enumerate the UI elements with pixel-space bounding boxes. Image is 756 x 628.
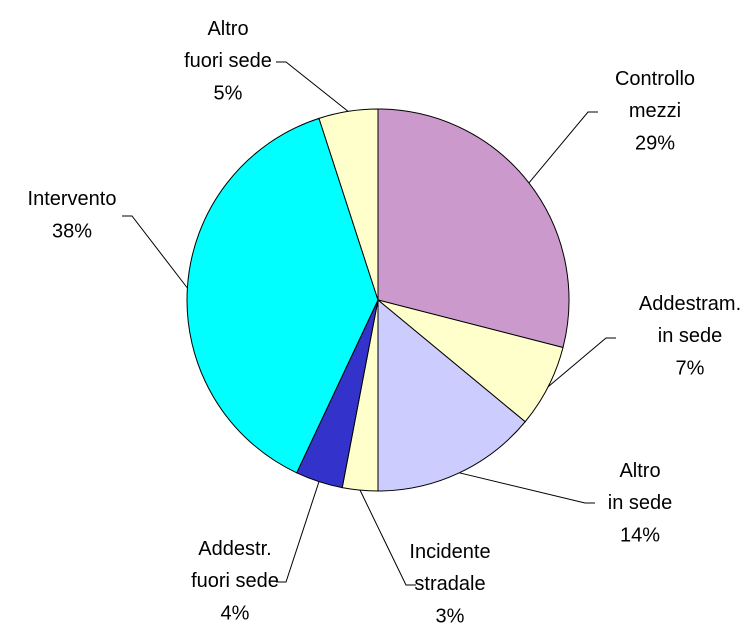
slice-percent: 4% [221,602,250,624]
slice-label-line: fuori sede [191,570,279,592]
slice-label: Altro fuori sede [184,18,272,72]
leader-line [122,215,188,289]
slice-label-line: in sede [658,325,723,347]
leader-line [547,337,616,388]
slice-label: Addestr. fuori sede [191,538,279,592]
leader-line [359,489,416,586]
slice-percent: 3% [436,605,465,627]
slice-label: Addestram. in sede [639,293,741,347]
slice-label-line: in sede [608,492,673,514]
slice-percent: 14% [620,524,660,546]
slice-label-line: fuori sede [184,50,272,72]
slice-label-line: Incidente [409,541,490,563]
pie-slice [318,108,379,301]
pie-slice [377,298,526,492]
pie-slice [377,108,570,349]
slice-percent: 29% [635,132,675,154]
slice-label-line: mezzi [629,100,681,122]
slice-percent: 38% [52,220,92,242]
slice-label-line: Altro [619,460,660,482]
slice-label: Incidente stradale [409,541,490,595]
slice-label-line: Addestram. [639,293,741,315]
leader-line [276,61,349,112]
slice-label-line: Controllo [615,68,695,90]
slice-percent: 5% [214,82,243,104]
slice-percent: 7% [676,357,705,379]
slice-label: Controllo mezzi [615,68,695,122]
leader-line [459,472,595,504]
slice-label-line: Altro [207,18,248,40]
leader-line [276,481,320,583]
slice-label-line: Addestr. [198,538,271,560]
slice-label: Altro in sede [608,460,673,514]
slice-label-line: stradale [414,573,485,595]
slice-label: Intervento [28,188,117,210]
slice-label-line: Intervento [28,188,117,210]
leader-line [528,111,598,184]
